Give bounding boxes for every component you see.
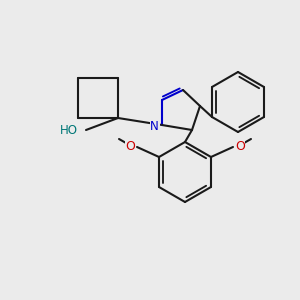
Text: O: O bbox=[235, 140, 245, 152]
Text: O: O bbox=[125, 140, 135, 152]
Text: HO: HO bbox=[60, 124, 78, 136]
Text: N: N bbox=[150, 119, 159, 133]
